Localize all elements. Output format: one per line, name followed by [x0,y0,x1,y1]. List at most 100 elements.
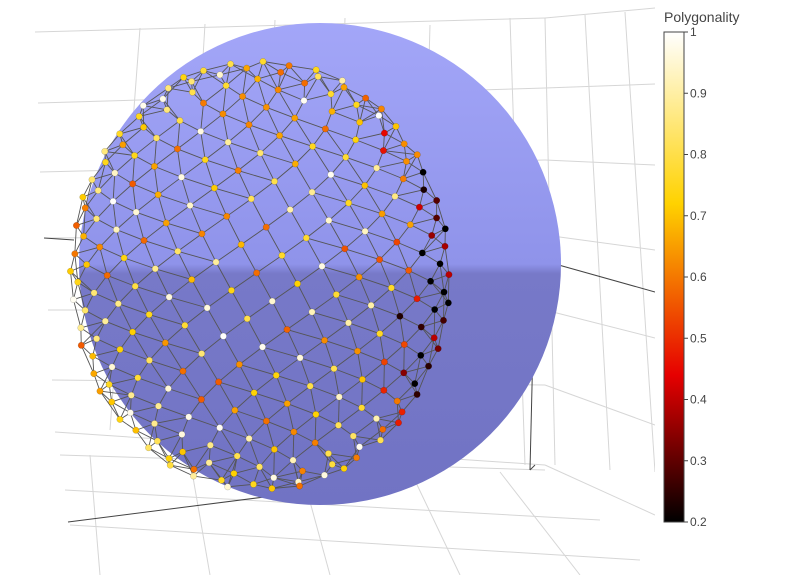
mesh-point[interactable] [188,276,196,284]
mesh-point[interactable] [72,222,80,229]
mesh-point[interactable] [327,90,335,98]
mesh-point[interactable] [90,289,98,297]
mesh-point[interactable] [178,173,185,181]
mesh-point[interactable] [376,330,384,338]
mesh-point[interactable] [216,71,224,79]
mesh-point[interactable] [318,262,326,270]
mesh-point[interactable] [403,157,410,165]
mesh-point[interactable] [190,465,198,473]
mesh-point[interactable] [259,343,266,351]
mesh-point[interactable] [270,474,278,482]
mesh-point[interactable] [93,335,101,343]
mesh-point[interactable] [283,326,291,333]
mesh-point[interactable] [400,369,408,377]
mesh-point[interactable] [361,182,369,189]
mesh-point[interactable] [233,452,241,460]
mesh-point[interactable] [205,459,213,467]
mesh-point[interactable] [285,62,293,70]
mesh-point[interactable] [234,167,242,174]
mesh-point[interactable] [159,95,167,103]
mesh-point[interactable] [296,482,304,490]
mesh-point[interactable] [308,188,316,196]
mesh-point[interactable] [262,417,270,425]
mesh-point[interactable] [309,142,317,150]
mesh-point[interactable] [377,436,384,444]
mesh-point[interactable] [114,300,122,308]
mesh-point[interactable] [119,141,127,149]
mesh-point[interactable] [283,400,291,408]
mesh-point[interactable] [93,215,100,223]
mesh-point[interactable] [176,117,184,125]
mesh-point[interactable] [224,483,232,491]
mesh-point[interactable] [354,347,361,355]
mesh-point[interactable] [120,254,128,262]
mesh-point[interactable] [268,297,276,305]
mesh-point[interactable] [219,332,227,340]
mesh-point[interactable] [361,227,369,235]
mesh-point[interactable] [165,455,173,462]
mesh-point[interactable] [378,210,386,218]
mesh-point[interactable] [198,350,206,358]
mesh-point[interactable] [198,230,206,238]
mesh-point[interactable] [262,103,270,111]
mesh-point[interactable] [83,261,91,269]
mesh-point[interactable] [67,267,74,275]
mesh-point[interactable] [271,177,278,185]
mesh-point[interactable] [419,168,427,176]
mesh-point[interactable] [413,151,421,159]
mesh-point[interactable] [431,306,439,313]
mesh-point[interactable] [338,77,346,85]
mesh-point[interactable] [306,382,314,390]
mesh-point[interactable] [328,460,336,468]
mesh-point[interactable] [108,398,116,406]
mesh-point[interactable] [321,125,329,133]
mesh-point[interactable] [77,324,85,332]
mesh-point[interactable] [111,169,119,177]
mesh-point[interactable] [102,158,109,166]
mesh-point[interactable] [427,277,435,285]
mesh-point[interactable] [325,450,332,457]
mesh-point[interactable] [296,354,304,362]
mesh-point[interactable] [341,245,349,253]
mesh-point[interactable] [286,206,294,214]
mesh-point[interactable] [399,175,407,183]
mesh-point[interactable] [345,319,352,327]
mesh-point[interactable] [201,156,209,164]
mesh-point[interactable] [245,435,253,443]
mesh-point[interactable] [327,171,335,179]
mesh-point[interactable] [140,123,148,131]
mesh-point[interactable] [380,386,388,394]
mesh-point[interactable] [334,421,342,429]
mesh-point[interactable] [395,419,402,427]
mesh-point[interactable] [131,152,139,160]
mesh-point[interactable] [224,138,232,146]
mesh-point[interactable] [417,351,425,359]
mesh-point[interactable] [444,299,452,307]
mesh-point[interactable] [290,428,298,436]
mesh-point[interactable] [188,78,195,85]
mesh-point[interactable] [400,341,408,348]
mesh-point[interactable] [358,404,366,412]
mesh-point[interactable] [405,266,413,274]
mesh-point[interactable] [445,271,453,279]
mesh-point[interactable] [373,164,381,172]
mesh-point[interactable] [291,114,299,122]
mesh-point[interactable] [155,402,162,410]
mesh-point[interactable] [413,390,421,398]
mesh-point[interactable] [150,162,158,170]
mesh-point[interactable] [259,58,267,65]
mesh-point[interactable] [274,86,282,94]
mesh-point[interactable] [301,79,309,87]
mesh-point[interactable] [377,105,385,113]
mesh-point[interactable] [81,306,89,314]
mesh-point[interactable] [433,214,441,222]
mesh-point[interactable] [311,439,319,447]
mesh-point[interactable] [335,393,343,401]
mesh-point[interactable] [88,176,96,184]
mesh-point[interactable] [237,241,245,249]
mesh-point[interactable] [188,88,196,96]
mesh-point[interactable] [113,226,120,234]
mesh-point[interactable] [380,358,388,366]
mesh-point[interactable] [132,426,140,434]
